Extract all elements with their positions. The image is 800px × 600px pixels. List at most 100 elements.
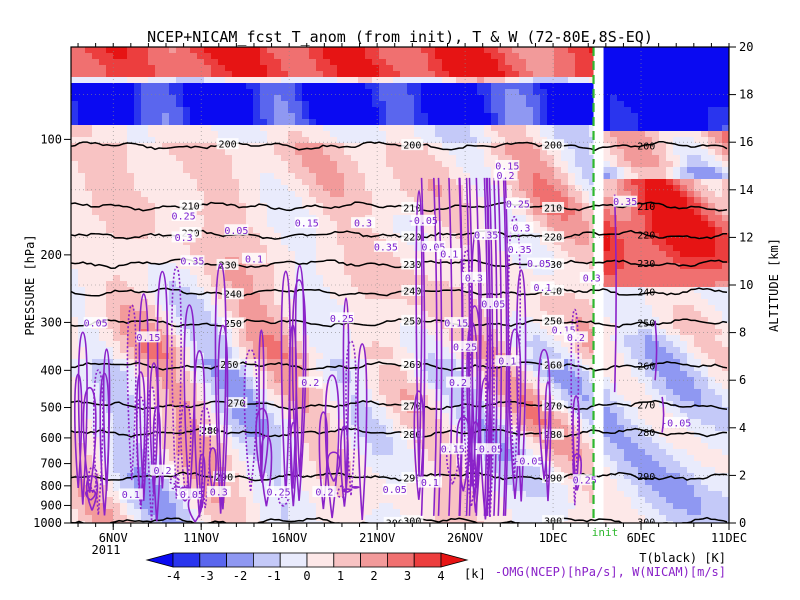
vertical-motion-label: 0.35 <box>374 242 398 253</box>
temperature-contour-label: 280 <box>637 428 655 439</box>
year-label: 2011 <box>92 543 121 557</box>
vertical-motion-label: 0.3 <box>210 488 228 499</box>
vertical-motion-label: 0.15 <box>495 162 519 173</box>
temperature-contour-label: 230 <box>403 260 421 271</box>
vertical-motion-label: 0.05 <box>383 485 407 496</box>
vertical-motion-label: 0.05 <box>481 300 505 311</box>
x-tick-label: 26NOV <box>447 531 483 545</box>
temperature-contour-label: 200 <box>219 140 237 151</box>
anomaly-fill-layer <box>71 47 729 523</box>
gridlines <box>71 47 729 523</box>
temperature-contour-label: 250 <box>224 319 242 330</box>
altitude-tick-label: 12 <box>739 230 753 244</box>
x-axis: 6NOV 11NOV 16NOV 21NOV 26NOV 1DEC 6DEC 11DEC <box>77 43 747 545</box>
temperature-contour-label: 220 <box>544 233 562 244</box>
x-tick-label: 21NOV <box>359 531 395 545</box>
colorbar-swatch <box>360 552 388 568</box>
colorbar-tick-label: -3 <box>199 569 213 583</box>
temperature-contour-label: 220 <box>403 233 421 244</box>
temperature-contour-label: 250 <box>637 319 655 330</box>
temperature-contour-label: 300 <box>544 517 562 528</box>
colorbar-low-extension <box>145 552 174 568</box>
colorbar-tick-label: -2 <box>233 569 247 583</box>
vertical-motion-label: -0.05 <box>661 419 691 430</box>
pressure-tick-label: 300 <box>40 315 62 329</box>
pressure-tick-label: 500 <box>40 401 62 415</box>
temperature-contour-label: 240 <box>403 286 421 297</box>
colorbar-swatch <box>172 552 201 568</box>
vertical-motion-label: 0.2 <box>153 466 171 477</box>
vertical-motion-label: 0.1 <box>421 478 439 489</box>
pressure-tick-label: 700 <box>40 457 62 471</box>
temperature-contour-label: 230 <box>637 259 655 270</box>
pressure-tick-label: 600 <box>40 431 62 445</box>
pressure-tick-label: 800 <box>40 479 62 493</box>
vertical-motion-label: 0.15 <box>295 219 319 230</box>
temperature-contour-label: 230 <box>219 260 237 271</box>
vertical-motion-label: 0.3 <box>465 273 483 284</box>
vertical-motion-label: 0.05 <box>527 259 551 270</box>
vertical-motion-label: 0.1 <box>122 490 140 501</box>
altitude-axis: 0 2 4 6 8 10 12 14 16 18 20 <box>729 40 753 530</box>
temperature-contour-label: 210 <box>544 203 562 214</box>
colorbar-tick-label: 3 <box>404 569 411 583</box>
altitude-tick-label: 18 <box>739 88 753 102</box>
vertical-motion-label: -0.05 <box>513 457 543 468</box>
temperature-contour-label: 260 <box>544 360 562 371</box>
vertical-motion-label: 0.25 <box>330 314 354 325</box>
temperature-contour-label: 200 <box>544 141 562 152</box>
vertical-motion-label: 0.3 <box>175 233 193 244</box>
temperature-contour-label: 210 <box>182 202 200 213</box>
y-axis-right-label: ALTITUDE [km] <box>767 238 781 332</box>
pressure-tick-label: 900 <box>40 498 62 512</box>
colorbar-swatch <box>252 552 281 568</box>
colorbar-tick-label: -1 <box>266 569 280 583</box>
vertical-motion-contours: 0.050.10.150.20.250.30.35-0.050.050.10.1… <box>73 160 691 523</box>
temperature-contour-label: 300 <box>403 517 421 528</box>
vertical-motion-label: -0.05 <box>473 445 503 456</box>
vertical-motion-label: 0.3 <box>583 273 601 284</box>
colorbar-swatch <box>199 552 228 568</box>
vertical-motion-label: 0.15 <box>441 445 465 456</box>
colorbar-swatch <box>279 552 308 568</box>
temperature-contour-label: 270 <box>544 402 562 413</box>
temperature-contour-label: 290 <box>637 472 655 483</box>
pressure-tick-label: 1000 <box>33 516 62 530</box>
temperature-contour-label: 300 <box>637 517 655 528</box>
temperature-contour-label: 290 <box>403 474 421 485</box>
temperature-contour-label: 260 <box>637 361 655 372</box>
temperature-contour-label: 250 <box>403 316 421 327</box>
vertical-motion-label: 0.2 <box>497 171 515 182</box>
temperature-contour-label: 300 <box>386 518 404 529</box>
vertical-motion-label: 0.15 <box>552 326 576 337</box>
vertical-motion-label: 0.25 <box>453 342 477 353</box>
vertical-motion-label: 0.1 <box>498 357 516 368</box>
pressure-axis: 100 200 300 400 500 600 700 800 900 1000 <box>33 132 71 530</box>
vertical-motion-label: 0.35 <box>180 257 204 268</box>
vertical-motion-label: -0.05 <box>174 490 204 501</box>
colorbar-swatch <box>306 552 335 568</box>
vertical-motion-label: -0.05 <box>408 216 438 227</box>
temperature-contour-label: 210 <box>637 202 655 213</box>
altitude-tick-label: 2 <box>739 468 746 482</box>
x-tick-label: 6DEC <box>627 531 656 545</box>
temperature-contour-label: 220 <box>637 231 655 242</box>
vertical-motion-label: 0.1 <box>440 250 458 261</box>
vertical-motion-label: 0.1 <box>533 283 551 294</box>
altitude-tick-label: 0 <box>739 516 746 530</box>
altitude-tick-label: 14 <box>739 183 753 197</box>
temperature-contour-label: 250 <box>544 316 562 327</box>
vertical-motion-label: 0.25 <box>506 200 530 211</box>
vertical-motion-label: 0.3 <box>512 223 530 234</box>
colorbar-swatch <box>226 552 254 568</box>
colorbar-high-extension <box>440 552 469 568</box>
temperature-contour-label: 240 <box>224 290 242 301</box>
x-tick-label: 1DEC <box>539 531 568 545</box>
colorbar-unit: [k] <box>464 567 486 581</box>
init-label: init <box>592 526 619 539</box>
temperature-contour-label: 280 <box>544 430 562 441</box>
temperature-contour-label: 270 <box>637 401 655 412</box>
y-axis-left-label: PRESSURE [hPa] <box>23 234 37 335</box>
vertical-motion-label: 0.2 <box>567 333 585 344</box>
